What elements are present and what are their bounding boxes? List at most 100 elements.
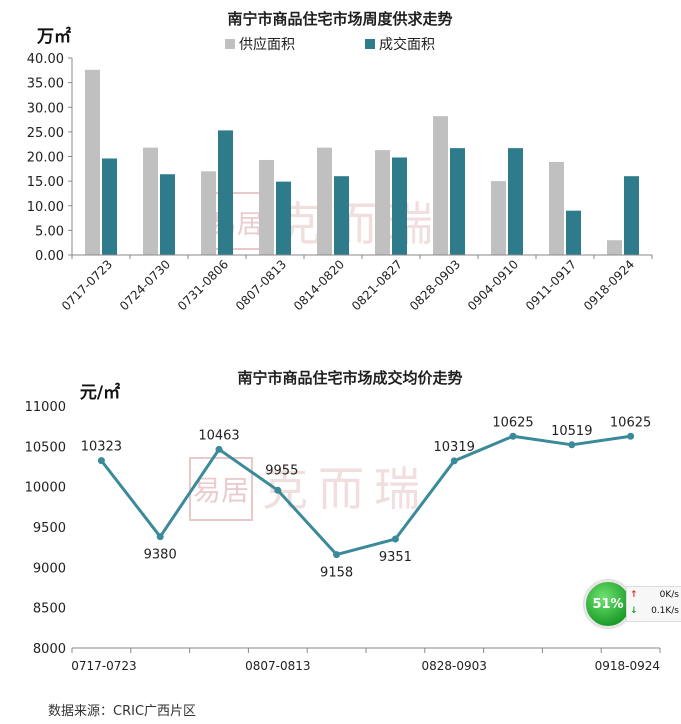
line-y-tick-label: 9500 bbox=[33, 521, 66, 536]
deal-bar bbox=[334, 176, 349, 255]
deal-bar bbox=[392, 157, 407, 255]
bar-y-tick-label: 40.00 bbox=[27, 52, 64, 67]
download-row: ↓ 0.1K/s bbox=[627, 603, 681, 619]
price-point bbox=[274, 486, 282, 494]
bar-chart-title: 南宁市商品住宅市场周度供求走势 bbox=[227, 10, 452, 28]
bar-marks bbox=[85, 69, 639, 256]
price-data-label: 9380 bbox=[144, 548, 177, 563]
line-y-tick-label: 10500 bbox=[25, 440, 66, 455]
bar-x-tick-label: 0807-0813 bbox=[233, 257, 289, 313]
line-chart: 南宁市商品住宅市场成交均价走势 元/㎡ 易居 克而瑞 8000 8500 9000 9… bbox=[25, 369, 661, 673]
network-speed-widget[interactable]: 51% ↑ 0K/s ↓ 0.1K/s bbox=[582, 580, 681, 628]
price-data-label: 10625 bbox=[492, 415, 533, 430]
deal-bar bbox=[508, 148, 523, 255]
deal-bar bbox=[450, 148, 465, 255]
bar-x-tick-label: 0828-0903 bbox=[407, 257, 463, 313]
bar-chart: 南宁市商品住宅市场周度供求走势 万㎡ 供应面积 成交面积 易居 克而瑞 0.00… bbox=[27, 10, 653, 313]
price-data-label: 9351 bbox=[379, 550, 412, 565]
price-data-label: 10625 bbox=[610, 415, 651, 430]
line-marks: 10323 9380 10463 9955 9158 9351 10319 10625 1051… bbox=[81, 415, 652, 580]
bar-x-tick-label: 0911-0917 bbox=[523, 257, 579, 313]
line-y-tick-label: 8500 bbox=[33, 602, 66, 617]
price-point bbox=[156, 533, 164, 541]
price-point bbox=[568, 441, 576, 449]
network-speed-panel: ↑ 0K/s ↓ 0.1K/s bbox=[626, 586, 681, 622]
deal-bar bbox=[624, 176, 639, 255]
line-x-tick-label: 0918-0924 bbox=[595, 659, 660, 673]
legend-label-supply: 供应面积 bbox=[239, 36, 295, 53]
bar-x-tick-label: 0717-0723 bbox=[59, 257, 115, 313]
network-usage-badge[interactable]: 51% bbox=[584, 580, 632, 628]
price-point bbox=[509, 432, 517, 440]
bar-x-axis: 0717-0723 0724-0730 0731-0806 0807-0813 0814… bbox=[59, 254, 653, 313]
bar-y-axis: 0.00 5.00 10.00 15.00 20.00 25.00 30.00 35.00 40… bbox=[27, 52, 73, 264]
bar-x-tick-label: 0814-0820 bbox=[291, 257, 347, 313]
deal-bar bbox=[102, 158, 117, 255]
supply-bar bbox=[317, 147, 332, 255]
bar-x-tick-label: 0904-0910 bbox=[465, 257, 521, 313]
watermark-logo-frame bbox=[189, 457, 253, 521]
bar-y-tick-label: 10.00 bbox=[27, 200, 64, 215]
line-x-axis: 0717-0723 0807-0813 0828-0903 0918-0924 bbox=[71, 647, 661, 673]
price-data-label: 9158 bbox=[320, 566, 353, 581]
price-point bbox=[627, 432, 635, 440]
line-y-tick-label: 9000 bbox=[33, 561, 66, 576]
price-line bbox=[100, 434, 631, 557]
bar-x-tick-label: 0821-0827 bbox=[349, 257, 405, 313]
bar-y-tick-label: 5.00 bbox=[35, 224, 64, 239]
data-source-note: 数据来源：CRIC广西片区 bbox=[48, 704, 197, 719]
bar-y-tick-label: 15.00 bbox=[27, 175, 64, 190]
bar-x-tick-label: 0918-0924 bbox=[581, 257, 637, 313]
upload-arrow-icon: ↑ bbox=[630, 590, 638, 600]
bar-y-tick-label: 35.00 bbox=[27, 77, 64, 92]
price-point bbox=[97, 457, 105, 465]
price-point bbox=[215, 445, 223, 453]
bar-y-tick-label: 20.00 bbox=[27, 151, 64, 166]
watermark-text: 克而瑞 bbox=[262, 462, 430, 516]
price-point bbox=[450, 457, 458, 465]
supply-bar bbox=[201, 171, 216, 255]
upload-speed: 0K/s bbox=[659, 590, 679, 600]
line-x-tick-label: 0717-0723 bbox=[71, 659, 136, 673]
download-arrow-icon: ↓ bbox=[630, 606, 638, 616]
legend-swatch-supply bbox=[225, 39, 235, 49]
line-y-tick-label: 10000 bbox=[25, 481, 66, 496]
legend-swatch-deal bbox=[365, 39, 375, 49]
price-data-label: 9955 bbox=[265, 463, 298, 478]
price-data-label: 10463 bbox=[198, 428, 239, 443]
supply-bar bbox=[607, 240, 622, 255]
line-y-tick-label: 11000 bbox=[25, 400, 66, 415]
price-point bbox=[333, 551, 341, 559]
deal-bar bbox=[566, 210, 581, 255]
bar-x-tick-label: 0731-0806 bbox=[175, 257, 231, 313]
supply-bar bbox=[375, 150, 390, 255]
bar-chart-unit: 万㎡ bbox=[36, 26, 71, 47]
bar-y-tick-label: 0.00 bbox=[35, 249, 64, 264]
watermark: 易居 克而瑞 bbox=[189, 457, 430, 521]
supply-bar bbox=[143, 147, 158, 255]
line-y-axis: 8000 8500 9000 9500 10000 10500 11000 bbox=[25, 400, 66, 657]
line-x-tick-label: 0807-0813 bbox=[245, 659, 310, 673]
upload-row: ↑ 0K/s bbox=[627, 587, 681, 603]
deal-bar bbox=[218, 130, 233, 255]
bar-x-tick-label: 0724-0730 bbox=[117, 257, 173, 313]
line-x-tick-label: 0828-0903 bbox=[421, 659, 486, 673]
legend-label-deal: 成交面积 bbox=[379, 36, 435, 53]
price-point bbox=[391, 535, 399, 543]
bar-legend: 供应面积 成交面积 bbox=[225, 36, 435, 53]
download-speed: 0.1K/s bbox=[651, 606, 679, 616]
price-data-label: 10319 bbox=[434, 440, 475, 455]
watermark-text: 克而瑞 bbox=[275, 197, 443, 251]
deal-bar bbox=[160, 174, 175, 255]
supply-bar bbox=[259, 159, 274, 255]
deal-bar bbox=[276, 181, 291, 255]
bar-y-tick-label: 30.00 bbox=[27, 101, 64, 116]
supply-bar bbox=[85, 69, 100, 255]
supply-bar bbox=[549, 161, 564, 255]
supply-bar bbox=[491, 181, 506, 255]
supply-bar bbox=[433, 116, 448, 256]
price-data-label: 10519 bbox=[551, 424, 592, 439]
line-chart-unit: 元/㎡ bbox=[80, 382, 120, 403]
line-chart-title: 南宁市商品住宅市场成交均价走势 bbox=[237, 369, 462, 387]
